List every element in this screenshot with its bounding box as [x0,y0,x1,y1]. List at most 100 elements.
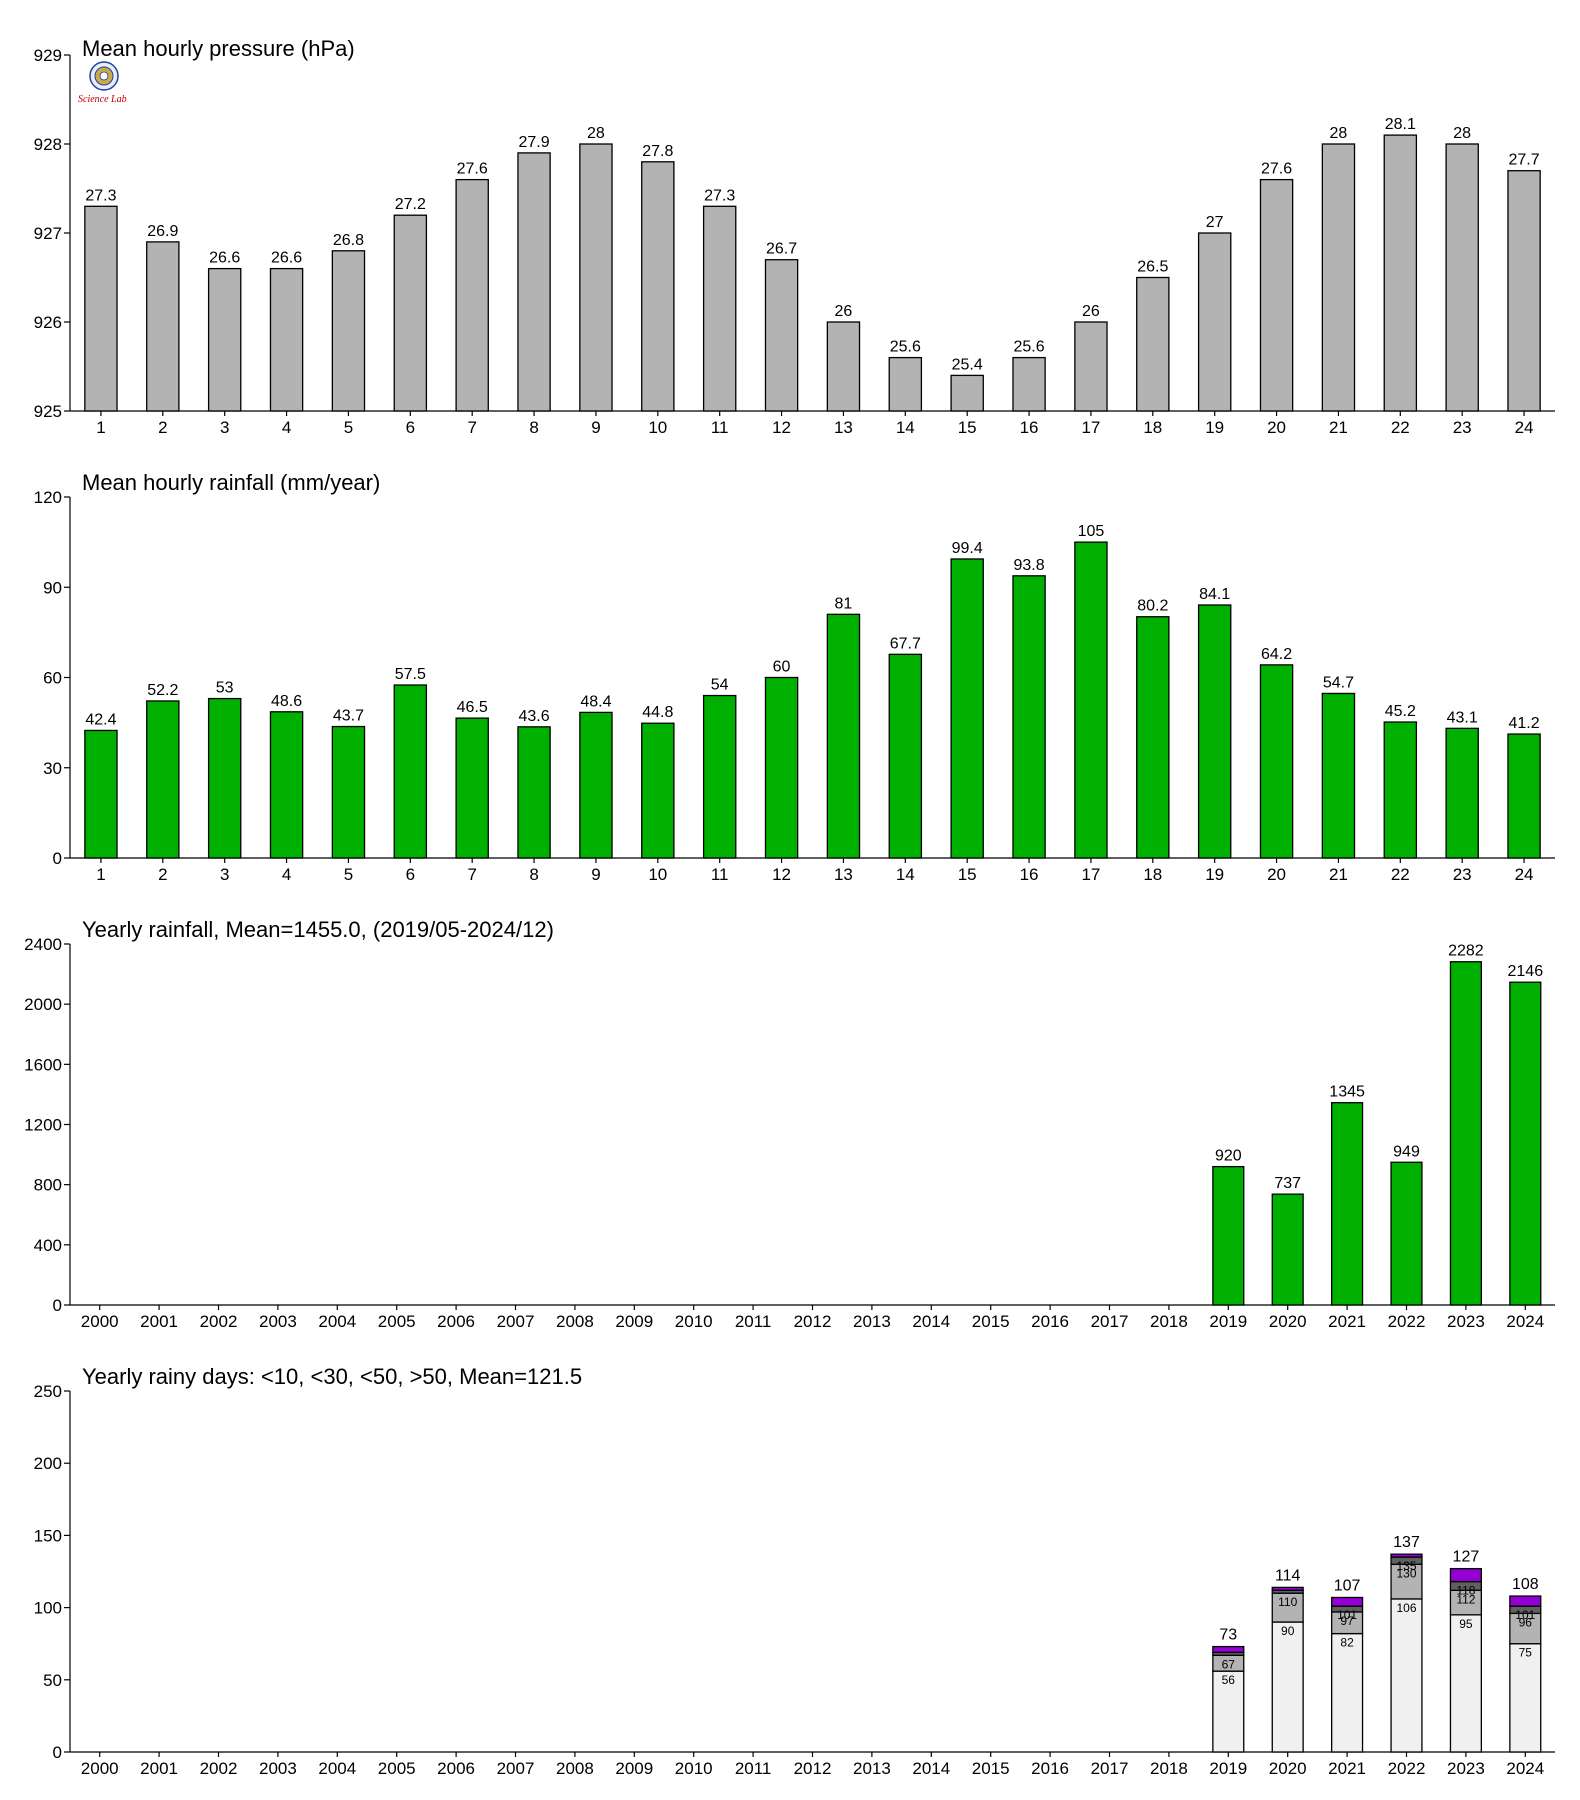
stack-segment-label: 112 [1456,1592,1475,1606]
y-tick-label: 2000 [24,995,62,1014]
x-tick-label: 7 [467,418,476,437]
bar [888,356,923,412]
bar [146,700,180,859]
stack-segment [1449,1589,1482,1616]
x-tick-label: 4 [282,418,291,437]
stack-segment [1271,1621,1304,1753]
stack-total-label: 114 [1275,1567,1301,1584]
bar-value-label: 27.9 [518,134,549,151]
bar-value-label: 949 [1393,1143,1420,1160]
x-tick-label: 5 [344,865,353,884]
stack-segment-label: 106 [1396,1601,1416,1615]
bar-value-label: 27.3 [704,187,735,204]
y-tick-label: 250 [34,1382,62,1401]
y-tick-label: 928 [34,135,62,154]
bar-value-label: 27.6 [1261,161,1292,178]
bar [1507,733,1541,859]
bar [764,259,799,412]
x-tick-label: 22 [1391,418,1410,437]
x-tick-label: 19 [1205,865,1224,884]
x-tick-label: 2004 [318,1759,356,1778]
x-tick-label: 14 [896,865,915,884]
bar [1074,541,1108,859]
bar [1136,616,1170,859]
chart-panel-1: Mean hourly pressure (hPa)92592692792892… [34,36,1555,437]
x-tick-label: 2005 [378,1759,416,1778]
bar [1321,143,1356,412]
bar [1509,981,1542,1306]
stack-segment-label: 67 [1222,1657,1236,1671]
bar-value-label: 26 [1082,303,1100,320]
bar-value-label: 41.2 [1508,715,1539,732]
bar [517,152,551,412]
stack-segment [1509,1643,1542,1753]
chart-panel-4: Yearly rainy days: <10, <30, <50, >50, M… [34,1364,1555,1778]
chart-panel-2: Mean hourly rainfall (mm/year)0306090120… [34,470,1555,884]
x-tick-label: 2012 [794,1759,832,1778]
x-tick-label: 2002 [200,1759,238,1778]
bar [1212,1165,1245,1306]
bar [1012,575,1046,859]
stack-segment-label: 97 [1340,1614,1354,1628]
x-tick-label: 2015 [972,1759,1010,1778]
bar [331,250,366,412]
y-tick-label: 927 [34,224,62,243]
x-tick-label: 7 [467,865,476,884]
bar-value-label: 48.6 [271,693,302,710]
bar [146,241,180,412]
bar [702,205,737,412]
bar [393,684,428,859]
x-tick-label: 2001 [140,1759,178,1778]
stack-total-label: 73 [1219,1627,1237,1644]
bar [826,613,861,859]
x-tick-label: 2019 [1209,1759,1247,1778]
bar-value-label: 26.9 [147,223,178,240]
y-tick-label: 1200 [24,1116,62,1135]
chart-title: Mean hourly rainfall (mm/year) [82,470,380,495]
x-tick-label: 11 [711,865,729,884]
x-tick-label: 1 [96,865,105,884]
bar-value-label: 25.6 [890,339,921,356]
x-tick-label: 23 [1453,418,1472,437]
bar-value-label: 27.8 [642,143,673,160]
x-tick-label: 6 [406,418,415,437]
bar-value-label: 26.6 [271,250,302,267]
bar [888,653,923,859]
y-tick-label: 150 [34,1526,62,1545]
x-tick-label: 2015 [972,1312,1010,1331]
y-tick-label: 1600 [24,1055,62,1074]
bar-value-label: 64.2 [1261,646,1292,663]
bar [1136,276,1170,412]
x-tick-label: 9 [591,418,600,437]
x-tick-label: 13 [834,865,853,884]
x-tick-label: 12 [772,865,791,884]
x-tick-label: 2006 [437,1759,475,1778]
bar-value-label: 53 [216,680,234,697]
stack-segment-label: 130 [1396,1566,1416,1580]
bar-value-label: 26.8 [333,232,364,249]
bar-value-label: 80.2 [1137,598,1168,615]
x-tick-label: 8 [529,865,538,884]
x-tick-label: 2007 [497,1759,535,1778]
stack-segment [1509,1612,1542,1645]
x-tick-label: 2020 [1269,1759,1307,1778]
bar [1012,356,1046,412]
stack-total-label: 108 [1512,1576,1539,1593]
bar [950,558,984,859]
x-tick-label: 2020 [1269,1312,1307,1331]
x-tick-label: 3 [220,865,229,884]
bar-value-label: 57.5 [395,666,426,683]
stack-segment [1390,1598,1423,1753]
bar-value-label: 25.6 [1013,339,1044,356]
stack-segment-label: 118 [1456,1584,1475,1598]
x-tick-label: 23 [1453,865,1472,884]
bar-value-label: 43.6 [518,708,549,725]
bar [1197,232,1232,412]
bar [1383,134,1418,412]
bar-value-label: 105 [1078,523,1105,540]
x-tick-label: 10 [648,418,667,437]
x-tick-label: 2006 [437,1312,475,1331]
stack-segment-label: 56 [1222,1673,1236,1687]
bar [579,143,613,412]
x-tick-label: 2023 [1447,1759,1485,1778]
